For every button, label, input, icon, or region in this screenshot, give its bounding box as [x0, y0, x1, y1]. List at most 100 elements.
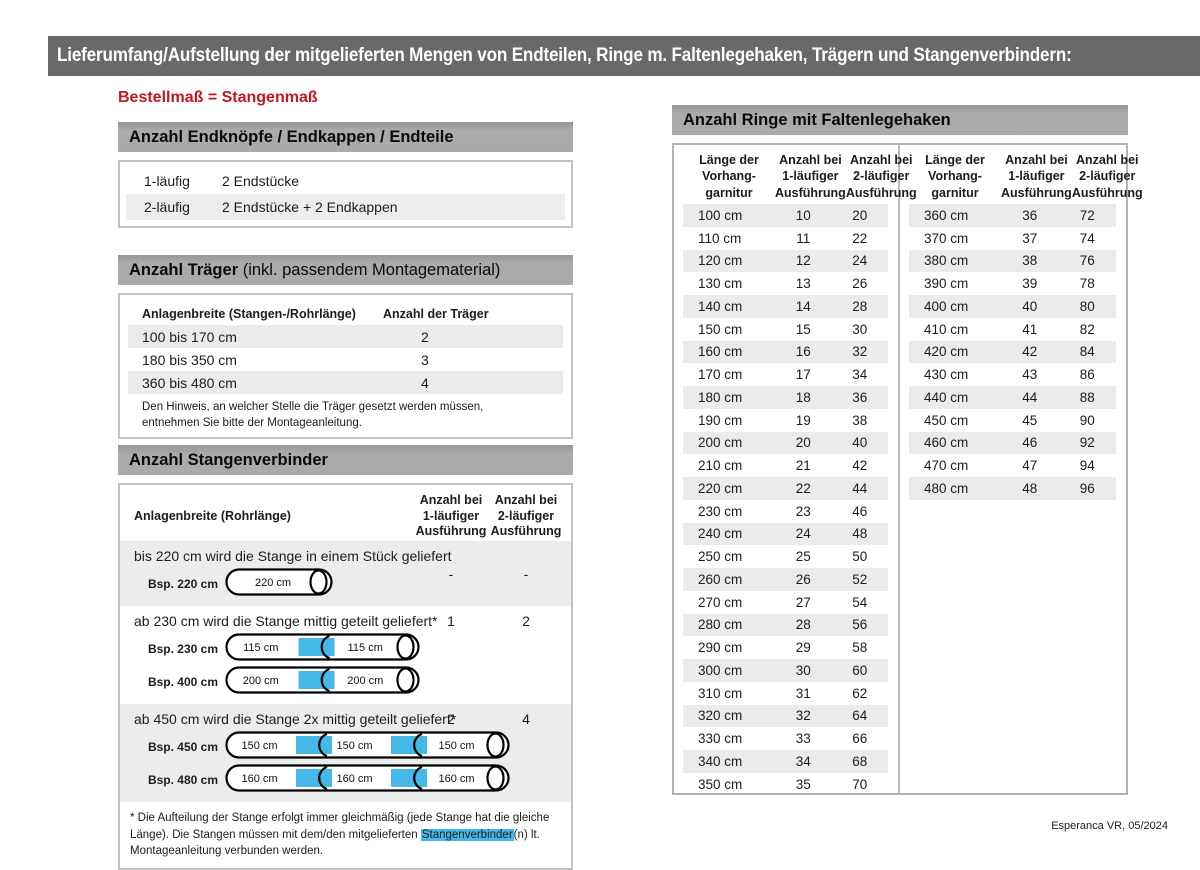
ring-table-row: 400 cm 40 80: [909, 295, 1116, 318]
ring-count-2lauf-cell: 86: [1079, 367, 1095, 383]
endteile-row: 2-läufig 2 Endstücke + 2 Endkappen: [126, 194, 565, 220]
traeger-note: Den Hinweis, an welcher Stelle die Träge…: [142, 401, 484, 429]
traeger-header-rest: (inkl. passendem Montagematerial): [238, 261, 501, 279]
ring-count-1lauf-cell: 37: [1022, 230, 1038, 246]
ring-count-2lauf-cell: 92: [1079, 435, 1095, 451]
verbinder-count-1lauf: 1: [447, 613, 455, 629]
ring-length-cell: 140 cm: [698, 298, 743, 314]
verbinder-group: bis 220 cm wird die Stange in einem Stüc…: [120, 541, 571, 606]
ring-count-2lauf-cell: 22: [852, 230, 868, 246]
verbinder-panel: Anlagenbreite (Rohrlänge) Anzahl bei 1-l…: [118, 483, 573, 870]
traeger-row: 100 bis 170 cm 2: [128, 325, 563, 348]
ring-length-cell: 210 cm: [698, 458, 743, 474]
svg-text:150 cm: 150 cm: [241, 740, 277, 752]
ring-count-2lauf-cell: 52: [852, 571, 868, 587]
rod-diagram-holder: 220 cm: [225, 567, 333, 602]
traeger-width-cell: 180 bis 350 cm: [142, 351, 237, 368]
ring-length-cell: 180 cm: [698, 389, 743, 405]
ring-table-row: 190 cm 19 38: [683, 409, 888, 432]
ring-table-row: 120 cm 12 24: [683, 249, 888, 273]
ring-count-2lauf-cell: 76: [1079, 253, 1095, 269]
ring-count-1lauf-cell: 40: [1022, 298, 1038, 314]
ring-length-cell: 260 cm: [698, 571, 743, 587]
ring-table-row: 340 cm 34 68: [683, 750, 888, 773]
ring-length-cell: 110 cm: [698, 230, 742, 246]
ring-table-row: 220 cm 22 44: [683, 477, 888, 500]
ring-length-cell: 360 cm: [924, 207, 969, 223]
traeger-row: 180 bis 350 cm 3: [128, 348, 563, 371]
verbinder-table-header: Anlagenbreite (Rohrlänge) Anzahl bei 1-l…: [120, 491, 571, 541]
ringe-table-right: Länge der Vorhang- garnitur Anzahl bei 1-…: [900, 145, 1143, 793]
traeger-header-bold: Anzahl Träger: [129, 261, 239, 279]
rod-diagram-holder: 115 cm 115 cm: [225, 632, 420, 667]
ring-count-1lauf-cell: 19: [795, 412, 811, 428]
traeger-table-header: Anlagenbreite (Stangen-/Rohrlänge) Anzah…: [128, 303, 563, 325]
footer-version: Esperanca VR, 05/2024: [1051, 820, 1168, 832]
section-header-verbinder: Anzahl Stangenverbinder: [118, 445, 573, 475]
ring-count-2lauf-cell: 68: [852, 753, 868, 769]
endteile-table: 1-läufig 2 Endstücke 2-läufig 2 Endstücke +…: [120, 162, 571, 226]
ring-length-cell: 270 cm: [698, 594, 743, 610]
ring-length-cell: 130 cm: [698, 276, 743, 292]
ring-length-cell: 120 cm: [698, 253, 743, 269]
ring-col-header-1lauf: Anzahl bei 1-läufiger Ausführung: [1001, 153, 1072, 200]
rod-diagram-holder: 160 cm 160 cm 160 cm: [225, 763, 510, 798]
svg-text:200 cm: 200 cm: [347, 675, 383, 687]
ring-count-1lauf-cell: 27: [795, 594, 811, 610]
verbinder-col3-header: Anzahl bei 2-läufiger Ausführung: [490, 493, 562, 539]
svg-text:115 cm: 115 cm: [348, 642, 383, 654]
ring-count-2lauf-cell: 38: [852, 412, 868, 428]
ring-count-1lauf-cell: 47: [1022, 458, 1038, 474]
ring-length-cell: 340 cm: [698, 753, 743, 769]
ring-length-cell: 220 cm: [698, 480, 743, 496]
ring-count-1lauf-cell: 11: [796, 230, 811, 246]
traeger-row: 360 bis 480 cm 4: [128, 371, 563, 394]
ring-count-1lauf-cell: 29: [795, 640, 811, 656]
ring-col-header-2lauf: Anzahl bei 2-läufiger Ausführung: [1071, 153, 1143, 200]
ring-length-cell: 150 cm: [698, 321, 743, 337]
ring-length-cell: 380 cm: [924, 253, 969, 269]
svg-text:150 cm: 150 cm: [336, 740, 372, 752]
ring-table-row: 350 cm 35 70: [683, 773, 888, 796]
ring-count-2lauf-cell: 80: [1079, 298, 1095, 314]
ring-table-row: 270 cm 27 54: [683, 591, 888, 614]
ring-count-2lauf-cell: 34: [852, 367, 868, 383]
rod-example-row: Bsp. 400 cm 200 cm 200 cm: [120, 665, 571, 700]
ring-length-cell: 350 cm: [698, 776, 743, 792]
ring-table-row: 110 cm 11 22: [683, 227, 888, 250]
ring-length-cell: 250 cm: [698, 549, 743, 565]
traeger-width-cell: 360 bis 480 cm: [142, 374, 237, 391]
ring-count-1lauf-cell: 25: [795, 549, 811, 565]
rod-diagram-holder: 200 cm 200 cm: [225, 665, 420, 700]
ring-count-2lauf-cell: 74: [1079, 230, 1095, 246]
verbinder-groups: bis 220 cm wird die Stange in einem Stüc…: [120, 541, 571, 802]
ring-table-row: 460 cm 46 92: [909, 431, 1116, 455]
ring-count-2lauf-cell: 64: [852, 708, 868, 724]
ring-length-cell: 480 cm: [924, 480, 969, 496]
ring-count-1lauf-cell: 20: [795, 435, 811, 451]
ring-count-1lauf-cell: 14: [795, 298, 811, 314]
ringe-panel: Länge der Vorhang- garnitur Anzahl bei 1-…: [672, 143, 1143, 796]
ring-count-2lauf-cell: 20: [852, 207, 868, 223]
ring-count-1lauf-cell: 44: [1022, 389, 1038, 405]
ring-table-row: 200 cm 20 40: [683, 431, 888, 455]
ring-count-1lauf-cell: 35: [795, 776, 811, 792]
ringe-table-left: Länge der Vorhang- garnitur Anzahl bei 1-…: [674, 145, 917, 796]
ringe-left-header: Länge der Vorhang- garnitur Anzahl bei 1-…: [683, 152, 917, 204]
traeger-table: 100 bis 170 cm 2 180 bis 350 cm 3 360 bis 48…: [128, 325, 563, 394]
svg-text:220 cm: 220 cm: [255, 577, 291, 589]
ring-count-2lauf-cell: 96: [1079, 480, 1095, 496]
ring-table-row: 170 cm 17 34: [683, 363, 888, 386]
ring-count-2lauf-cell: 48: [852, 526, 868, 542]
verbinder-count-2lauf: 2: [522, 613, 530, 629]
ring-count-1lauf-cell: 26: [795, 571, 811, 587]
rod-example-row: Bsp. 230 cm 115 cm 115 cm: [120, 632, 571, 667]
rod-connector: [298, 670, 335, 689]
ring-table-row: 210 cm 21 42: [683, 454, 888, 477]
ring-count-1lauf-cell: 17: [795, 367, 811, 383]
section-header-endteile: Anzahl Endknöpfe / Endkappen / Endteile: [118, 122, 573, 152]
ring-table-row: 300 cm 30 60: [683, 659, 888, 682]
ring-length-cell: 320 cm: [698, 708, 743, 724]
ring-table-row: 150 cm 15 30: [683, 318, 888, 341]
ring-length-cell: 280 cm: [698, 617, 743, 633]
